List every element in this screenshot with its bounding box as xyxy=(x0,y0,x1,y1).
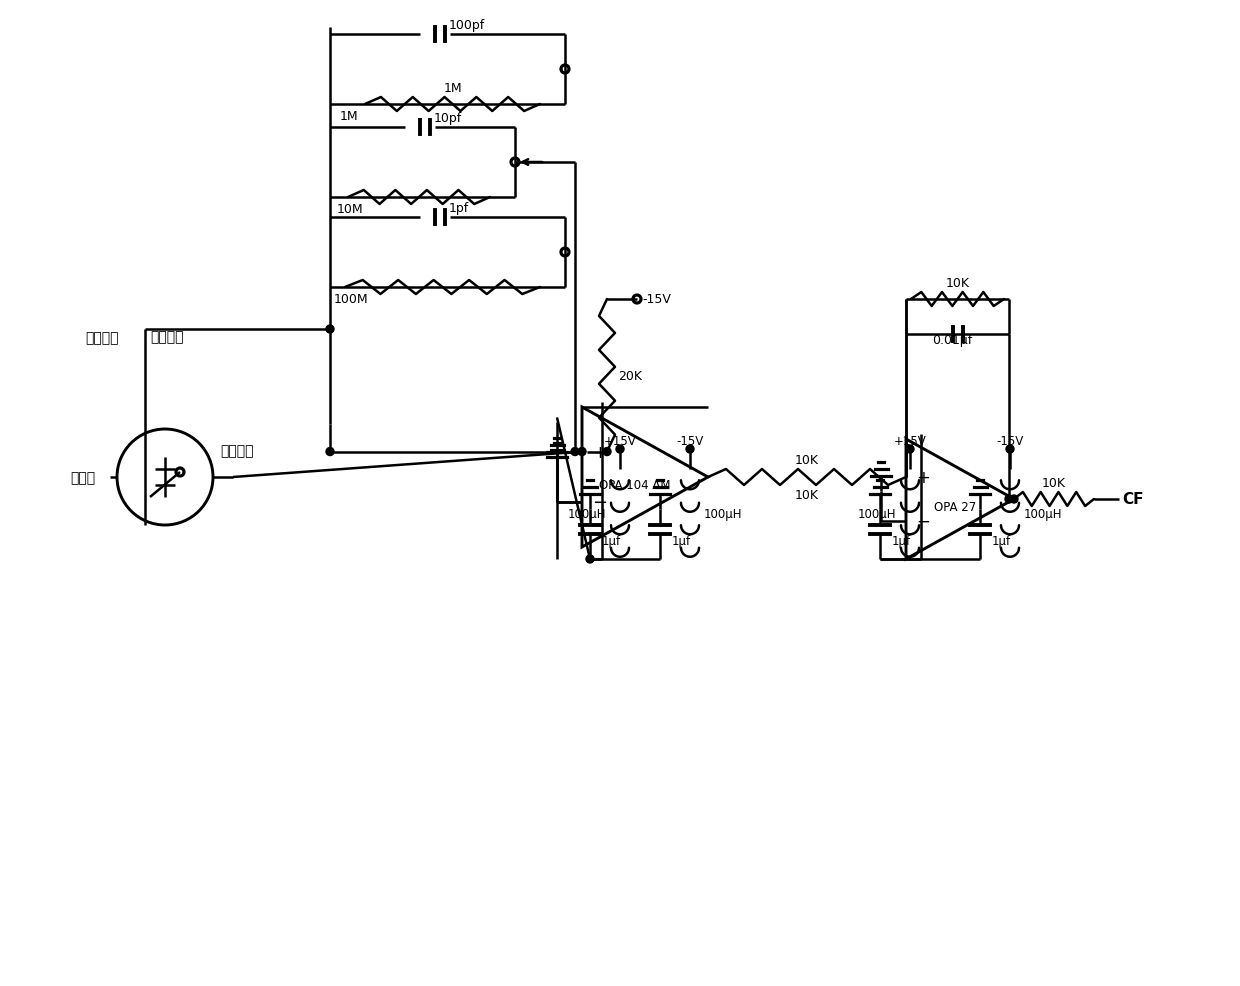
Text: -15V: -15V xyxy=(676,435,703,448)
Text: 100pf: 100pf xyxy=(449,19,485,32)
Text: −: − xyxy=(591,494,608,512)
Text: -15V: -15V xyxy=(642,293,671,307)
Circle shape xyxy=(326,325,334,333)
Text: CF: CF xyxy=(1122,492,1143,507)
Text: 100μH: 100μH xyxy=(1024,508,1063,521)
Circle shape xyxy=(1004,496,1013,504)
Text: 1μf: 1μf xyxy=(992,534,1011,547)
Text: 10M: 10M xyxy=(337,203,363,216)
Text: 100μH: 100μH xyxy=(858,508,897,521)
Circle shape xyxy=(1006,446,1014,454)
Text: 10K: 10K xyxy=(1042,476,1066,489)
Text: -15V: -15V xyxy=(997,435,1024,448)
Text: 1μf: 1μf xyxy=(601,534,621,547)
Text: +15V: +15V xyxy=(604,435,636,448)
Circle shape xyxy=(906,446,914,454)
Circle shape xyxy=(686,446,694,454)
Text: 20K: 20K xyxy=(618,370,642,383)
Text: 100μH: 100μH xyxy=(568,508,606,521)
Text: 1M: 1M xyxy=(443,82,461,95)
Text: +: + xyxy=(591,443,608,461)
Text: 0.01μf: 0.01μf xyxy=(932,333,972,347)
Text: 10K: 10K xyxy=(946,277,970,290)
Text: OPA 104 AM: OPA 104 AM xyxy=(599,479,671,492)
Circle shape xyxy=(603,448,611,457)
Text: 10K: 10K xyxy=(795,488,818,502)
Circle shape xyxy=(326,448,334,457)
Text: 1μf: 1μf xyxy=(672,534,691,547)
Text: 10pf: 10pf xyxy=(434,111,463,125)
Text: +15V: +15V xyxy=(894,435,926,448)
Text: 100μH: 100μH xyxy=(704,508,743,521)
Text: 100M: 100M xyxy=(334,293,368,306)
Text: OPA 27: OPA 27 xyxy=(934,501,976,514)
Text: 参比电极: 参比电极 xyxy=(150,329,184,344)
Circle shape xyxy=(570,448,579,457)
Text: 参比电极: 参比电极 xyxy=(86,330,119,345)
Circle shape xyxy=(587,555,594,563)
Text: 1pf: 1pf xyxy=(449,202,469,215)
Text: 对电极: 对电极 xyxy=(69,470,95,484)
Text: 工作电极: 工作电极 xyxy=(219,444,253,458)
Text: +: + xyxy=(916,468,930,487)
Circle shape xyxy=(616,446,624,454)
Circle shape xyxy=(578,448,587,457)
Text: −: − xyxy=(916,513,930,530)
Text: 1μf: 1μf xyxy=(892,534,911,547)
Circle shape xyxy=(1011,496,1018,504)
Text: 10K: 10K xyxy=(795,454,818,466)
Text: 1M: 1M xyxy=(340,109,358,123)
